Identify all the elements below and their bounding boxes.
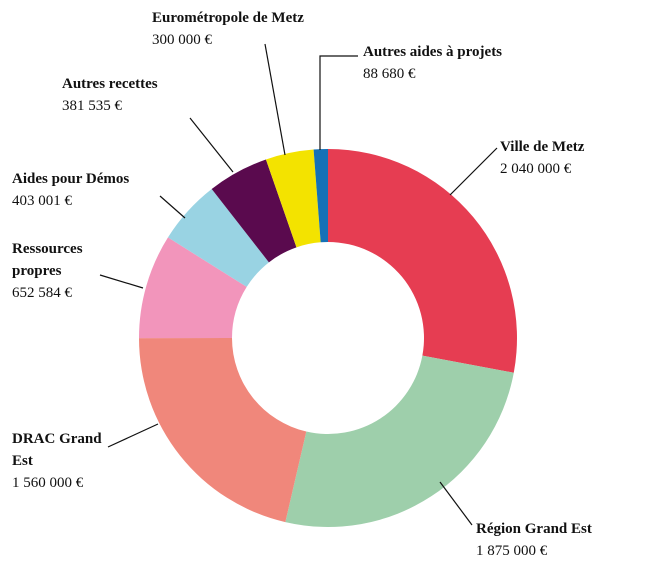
slice: [139, 338, 307, 523]
leader-line: [189, 117, 234, 173]
leader-line: [439, 481, 473, 526]
slice: [313, 149, 328, 243]
slice-label: Ville de Metz 2 040 000 €: [500, 136, 584, 180]
category-name: Eurométropole de Metz: [152, 10, 304, 26]
leader-line: [107, 423, 159, 448]
value-label: 300 000 €: [152, 32, 212, 48]
category-name: Autres aides à projets: [363, 44, 503, 60]
slice-label: Eurométropole de Metz 300 000 €: [152, 7, 304, 51]
slice-label: Ressources propres 652 584 €: [12, 238, 122, 304]
category-name: Ressources propres: [12, 241, 83, 279]
value-label: 2 040 000 €: [500, 161, 572, 177]
slice-label: Autres recettes 381 535 €: [62, 73, 158, 117]
slice: [285, 355, 514, 527]
slice-label: Aides pour Démos 403 001 €: [12, 168, 129, 212]
category-name: Autres recettes: [62, 76, 158, 92]
slice-label: Autres aides à projets 88 680 €: [363, 41, 502, 85]
slice-label: Région Grand Est 1 875 000 €: [476, 518, 592, 562]
value-label: 1 560 000 €: [12, 475, 84, 491]
slice-label: DRAC Grand Est 1 560 000 €: [12, 428, 102, 494]
slice: [211, 159, 297, 263]
category-name: DRAC Grand Est: [12, 431, 102, 469]
value-label: 88 680 €: [363, 66, 416, 82]
leader-line: [99, 274, 144, 289]
slice: [167, 189, 269, 287]
slice: [328, 149, 517, 373]
category-name: Région Grand Est: [476, 521, 592, 537]
category-name: Aides pour Démos: [12, 171, 130, 187]
value-label: 381 535 €: [62, 98, 122, 114]
leader-line: [319, 55, 358, 150]
value-label: 1 875 000 €: [476, 543, 548, 559]
leader-line: [159, 195, 186, 219]
leader-line: [264, 43, 286, 156]
value-label: 652 584 €: [12, 285, 72, 301]
slice: [139, 237, 247, 339]
leader-line: [449, 147, 498, 196]
slice: [265, 149, 321, 248]
value-label: 403 001 €: [12, 193, 72, 209]
category-name: Ville de Metz: [500, 139, 585, 155]
